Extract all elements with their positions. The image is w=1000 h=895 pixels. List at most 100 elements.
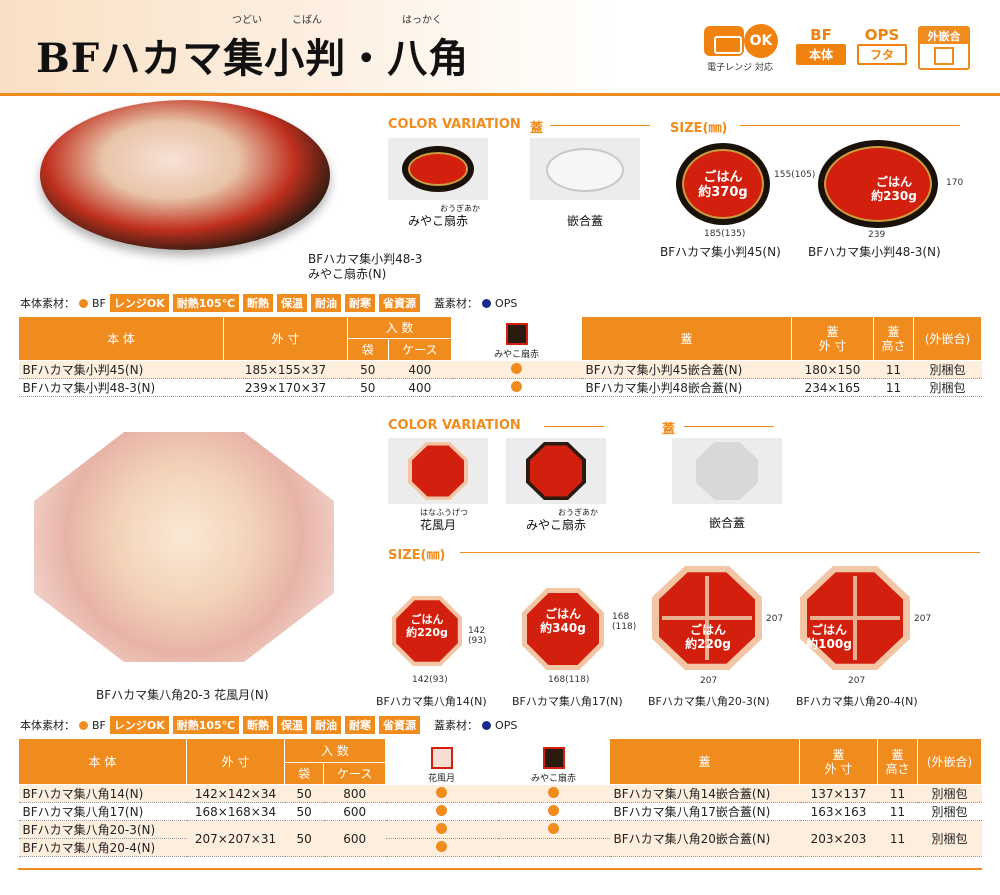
product-photo-octagon bbox=[34, 432, 334, 662]
dim-h-koban-48: 170 bbox=[946, 178, 964, 188]
tray-hakkaku-17: ごはん 約340g bbox=[522, 588, 604, 670]
available-dot bbox=[511, 380, 522, 392]
tag: レンジOK bbox=[109, 716, 169, 734]
color-chip-miyako bbox=[505, 323, 528, 345]
tray-name-koban-48: BFハカマ集小判48-3(N) bbox=[808, 245, 941, 259]
tray-name-hakkaku-20-4: BFハカマ集八角20-4(N) bbox=[796, 695, 918, 708]
tag: 省資源 bbox=[379, 294, 421, 312]
color-variation-rule-2 bbox=[544, 426, 604, 427]
tag: 耐熱105℃ bbox=[172, 294, 240, 312]
available-dot bbox=[436, 840, 447, 852]
tag: 保温 bbox=[277, 294, 308, 312]
dim-h-hakkaku-20-3: 207 bbox=[766, 614, 784, 624]
tray-name-hakkaku-14: BFハカマ集八角14(N) bbox=[376, 695, 487, 708]
tag: レンジOK bbox=[109, 294, 169, 312]
dim-w-hakkaku-20-4: 207 bbox=[848, 676, 866, 686]
variant-caption: みやこ扇赤 bbox=[407, 214, 468, 228]
title-ruby-1: つどい bbox=[232, 15, 262, 26]
dim-w-hakkaku-14: 142(93) bbox=[412, 675, 448, 685]
tray-hakkaku-14: ごはん 約220g bbox=[392, 596, 462, 666]
variant-swatch-miyako-2 bbox=[506, 438, 606, 504]
tag: 耐油 bbox=[311, 716, 342, 734]
variant-swatch-miyako bbox=[388, 138, 488, 200]
dim-h-hakkaku-20-4: 207 bbox=[914, 614, 932, 624]
lid-caption: 嵌合蓋 bbox=[566, 214, 603, 228]
tag: 保温 bbox=[277, 716, 308, 734]
color-variation-label: COLOR VARIATION bbox=[388, 117, 521, 132]
table-row: BFハカマ集小判48-3(N) 239×170×37 50 400 BFハカマ集… bbox=[18, 378, 982, 397]
lid-rule bbox=[550, 125, 650, 126]
tray-name-koban-45: BFハカマ集小判45(N) bbox=[660, 245, 781, 259]
available-dot bbox=[548, 804, 559, 816]
available-dot bbox=[511, 362, 522, 374]
lid-swatch bbox=[530, 138, 640, 200]
spec-table-1: 本 体 外 寸 入 数 みやこ扇赤 蓋 蓋 外 寸 蓋 高さ (外嵌合) 袋 ケ… bbox=[18, 316, 982, 397]
variant-1-caption: 花風月 bbox=[419, 518, 456, 532]
bf-badge: BF 本体 bbox=[796, 26, 846, 65]
bf-dot-icon bbox=[79, 720, 88, 730]
table-row: BFハカマ集小判45(N) 185×155×37 50 400 BFハカマ集小判… bbox=[18, 360, 982, 379]
ops-dot-icon bbox=[482, 298, 492, 308]
variant-2-caption: みやこ扇赤 bbox=[525, 518, 586, 532]
variant-2-ruby: おうぎあか bbox=[558, 508, 598, 517]
variant-swatch-kafugetsu bbox=[388, 438, 488, 504]
product-photo-oval bbox=[40, 100, 330, 250]
lid-swatch-2 bbox=[672, 438, 782, 504]
tray-name-hakkaku-17: BFハカマ集八角17(N) bbox=[512, 695, 623, 708]
lid-label-2: 蓋 bbox=[662, 422, 676, 437]
dim-h-hakkaku-17: 168 (118) bbox=[612, 612, 637, 632]
available-dot bbox=[548, 822, 559, 834]
lid-caption-2: 嵌合蓋 bbox=[708, 516, 745, 530]
header-rule bbox=[0, 93, 1000, 96]
fit-badge: 外嵌合 bbox=[918, 26, 970, 70]
tray-hakkaku-20-3: ごはん 約220g bbox=[652, 566, 762, 670]
size-label-2: SIZE(㎜) bbox=[388, 548, 446, 563]
title-ruby-3: はっかく bbox=[402, 15, 442, 26]
ops-dot-icon bbox=[482, 720, 492, 730]
size-rule-2 bbox=[460, 552, 980, 553]
tag: 耐熱105℃ bbox=[172, 716, 240, 734]
ops-badge: OPS フタ bbox=[857, 26, 907, 65]
tag: 耐油 bbox=[311, 294, 342, 312]
size-label: SIZE(㎜) bbox=[670, 121, 728, 136]
dim-w-hakkaku-17: 168(118) bbox=[548, 675, 590, 685]
fit-icon bbox=[934, 47, 954, 65]
color-chip-miyako-2 bbox=[542, 747, 565, 769]
lid-rule-2 bbox=[684, 426, 774, 427]
bottom-rule bbox=[18, 868, 982, 870]
available-dot bbox=[436, 804, 447, 816]
available-dot bbox=[548, 786, 559, 798]
tray-name-hakkaku-20-3: BFハカマ集八角20-3(N) bbox=[648, 695, 770, 708]
variant-1-ruby: はなふうげつ bbox=[420, 508, 468, 517]
tray-hakkaku-20-4: ごはん 約100g bbox=[800, 566, 910, 670]
bf-dot-icon bbox=[79, 298, 88, 308]
dim-w-hakkaku-20-3: 207 bbox=[700, 676, 718, 686]
color-chip-kafugetsu bbox=[430, 747, 453, 769]
tag: 断熱 bbox=[243, 294, 274, 312]
microwave-icon bbox=[704, 26, 744, 56]
microwave-badge: OK 電子レンジ 対応 bbox=[700, 22, 780, 73]
table-row: BFハカマ集八角20-4(N) bbox=[18, 838, 982, 857]
tray-koban-45: ごはん 約370g bbox=[676, 143, 770, 225]
tag: 耐寒 bbox=[345, 716, 376, 734]
tag: 省資源 bbox=[379, 716, 421, 734]
photo-caption-2: BFハカマ集八角20-3 花風月(N) bbox=[96, 688, 269, 702]
available-dot bbox=[436, 786, 447, 798]
size-rule bbox=[740, 125, 960, 126]
title-ruby-2: こばん bbox=[292, 15, 322, 26]
dim-w-koban-48: 239 bbox=[868, 230, 886, 240]
dim-h-hakkaku-14: 142 (93) bbox=[468, 626, 487, 646]
materials-row-1: 本体素材： BF レンジOK 耐熱105℃ 断熱 保温 耐油 耐寒 省資源 蓋素… bbox=[20, 294, 517, 312]
page-title: BFハカマ集小判・八角 bbox=[36, 35, 470, 82]
tray-koban-48: ごはん 約230g bbox=[818, 140, 938, 228]
table-row: BFハカマ集八角20-3(N) 207×207×31 50 600 BFハカマ集… bbox=[18, 820, 982, 857]
table-row: BFハカマ集八角14(N) 142×142×34 50 800 BFハカマ集八角… bbox=[18, 784, 982, 803]
photo-caption-1: BFハカマ集小判48-3 みやこ扇赤(N) bbox=[308, 252, 423, 281]
available-dot bbox=[436, 822, 447, 834]
dim-w-koban-45: 185(135) bbox=[704, 229, 746, 239]
tag: 耐寒 bbox=[345, 294, 376, 312]
table-row: BFハカマ集八角17(N) 168×168×34 50 600 BFハカマ集八角… bbox=[18, 802, 982, 821]
tag: 断熱 bbox=[243, 716, 274, 734]
dim-h-koban-45: 155(105) bbox=[774, 170, 816, 180]
spec-table-2: 本 体 外 寸 入 数 花風月 みやこ扇赤 蓋 蓋 外 寸 蓋 高さ (外嵌合)… bbox=[18, 738, 982, 857]
